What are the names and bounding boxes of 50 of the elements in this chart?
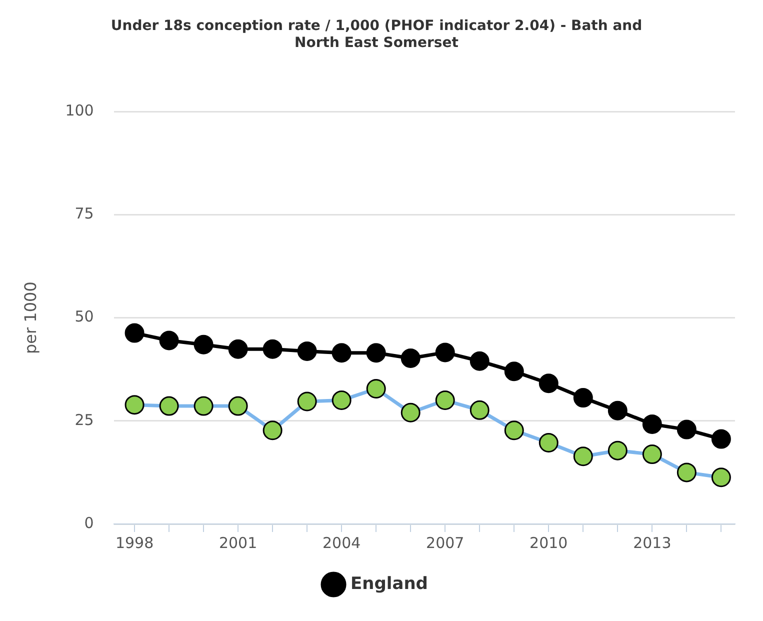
legend-label: England [350, 574, 428, 594]
y-tick-label: 50 [74, 308, 94, 326]
point [435, 390, 455, 410]
x-tick-label: 1998 [115, 534, 154, 552]
point [297, 392, 317, 412]
chart-title: Under 18s conception rate / 1,000 (PHOF indicator 2.04) - Bath and North East Somerset [110, 18, 642, 51]
point [194, 396, 214, 416]
point [332, 390, 352, 410]
point [676, 462, 696, 482]
point [262, 420, 282, 440]
point [194, 334, 214, 354]
point [470, 400, 490, 420]
y-axis-title: per 1000 [20, 282, 40, 354]
point [573, 388, 593, 408]
point [676, 420, 696, 440]
point [262, 339, 282, 359]
point [435, 342, 455, 362]
point [366, 378, 386, 398]
point [366, 343, 386, 363]
x-tick-label: 2010 [530, 534, 568, 552]
point [470, 351, 490, 371]
y-tick-label: 75 [74, 204, 94, 223]
point [608, 440, 628, 460]
y-tick-label: 100 [65, 101, 94, 120]
point [124, 323, 144, 343]
point [608, 400, 628, 420]
point [159, 330, 179, 350]
point [332, 343, 352, 363]
point [642, 444, 662, 464]
point [228, 339, 248, 359]
x-tick-label: 2004 [322, 534, 361, 552]
point [159, 396, 179, 416]
y-tick-label: 25 [74, 410, 94, 429]
point [573, 446, 593, 466]
point [642, 414, 662, 434]
point [538, 374, 558, 394]
point [504, 420, 524, 440]
x-tick-label: 2013 [633, 534, 672, 552]
point [228, 396, 248, 416]
point [538, 433, 558, 453]
point [400, 348, 420, 368]
point [297, 341, 317, 361]
point [124, 395, 144, 415]
point [400, 402, 420, 422]
point [504, 362, 524, 382]
point [711, 468, 731, 488]
x-tick-label: 2001 [218, 534, 258, 552]
x-tick-label: 2007 [426, 534, 464, 552]
point [711, 429, 731, 449]
y-tick-label: 0 [84, 514, 94, 532]
